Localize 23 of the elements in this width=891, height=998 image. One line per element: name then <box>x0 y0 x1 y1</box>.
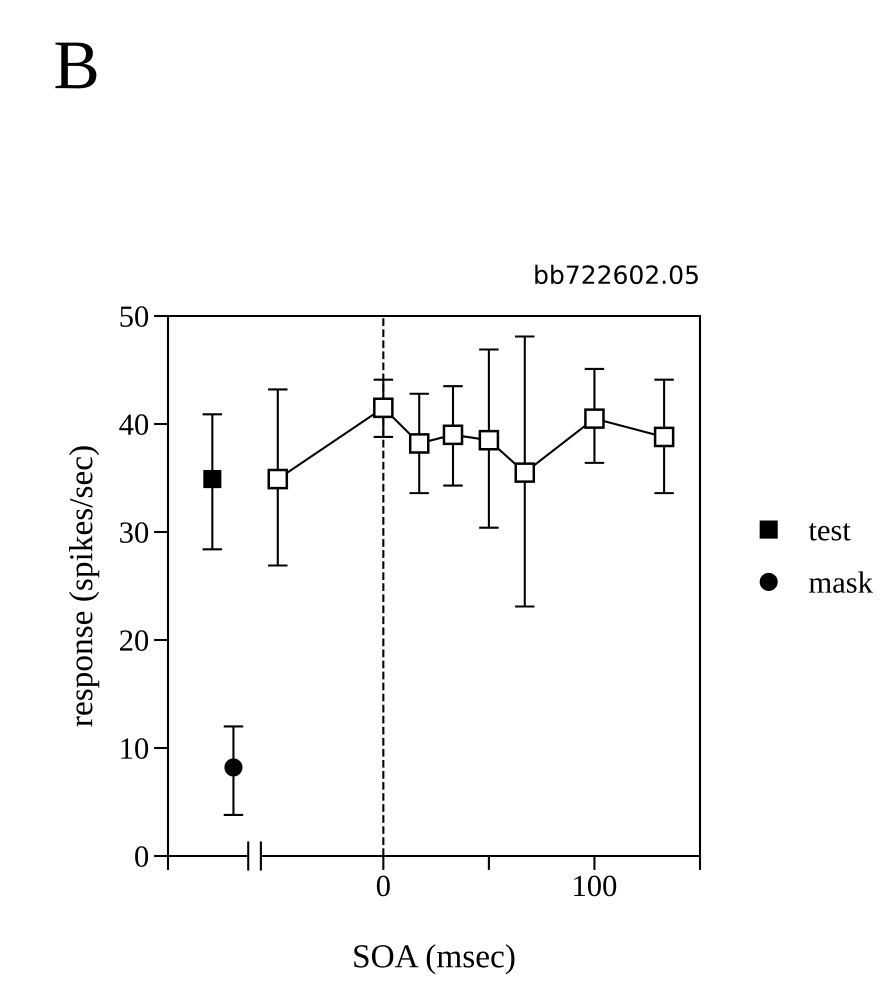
point <box>442 424 464 446</box>
point <box>408 433 430 454</box>
point <box>373 398 394 418</box>
point <box>478 430 500 450</box>
y-tick-label: 0 <box>135 846 148 867</box>
point <box>584 408 605 429</box>
point <box>268 468 288 490</box>
text: bb722602.05 <box>535 264 698 284</box>
chart-title: B <box>55 42 96 88</box>
point <box>654 426 674 448</box>
x-tick-label: 100 <box>574 876 616 896</box>
y-tick-label: 10 <box>121 738 148 759</box>
legend-label: test <box>808 523 851 541</box>
point <box>514 462 536 483</box>
y-tick-label: 20 <box>120 630 148 651</box>
y-axis-title: response (spikes/sec) <box>69 446 100 727</box>
legend-label: mask <box>809 571 873 593</box>
y-tick-label: 30 <box>120 522 148 543</box>
y-tick-label: 40 <box>119 414 148 435</box>
point <box>224 758 242 776</box>
point <box>203 470 222 488</box>
x-axis-title: SOA (msec) <box>354 944 514 974</box>
y-tick-label: 50 <box>120 306 148 327</box>
